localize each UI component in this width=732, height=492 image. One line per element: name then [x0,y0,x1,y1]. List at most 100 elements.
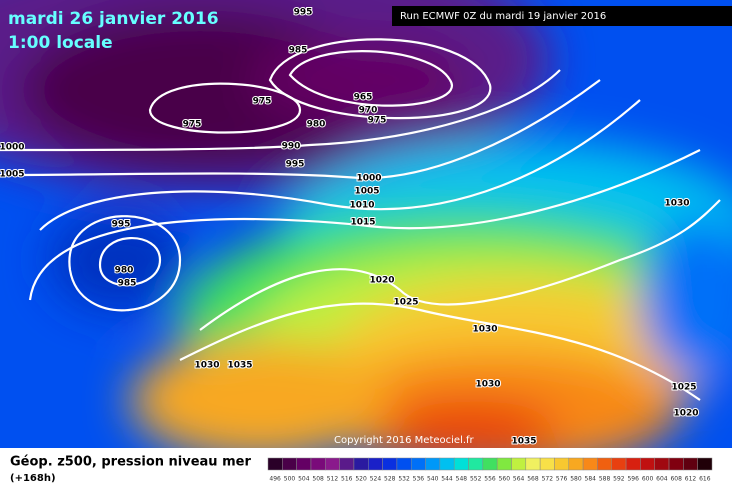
scale-label: 532 [398,476,410,483]
scale-swatch [482,457,498,471]
isobar-label: 1030 [664,199,689,209]
legend-subtitle: (+168h) [10,473,56,484]
isobar-label: 1005 [354,187,379,197]
scale-label: 572 [542,476,554,483]
scale-label: 500 [284,476,296,483]
isobar-label: 1005 [0,170,25,180]
scale-label: 556 [484,476,496,483]
scale-label: 580 [570,476,582,483]
isobar-label: 1020 [673,409,698,419]
isobar-label: 1030 [472,325,497,335]
scale-label: 564 [513,476,525,483]
isobar-label: 995 [112,220,131,230]
scale-swatch [697,457,713,471]
isobar-label: 980 [115,266,134,276]
scale-swatch [668,457,684,471]
scale-label: 588 [599,476,611,483]
scale-label: 568 [527,476,539,483]
copyright: Copyright 2016 Meteociel.fr [334,435,475,446]
run-text: Run ECMWF 0Z du mardi 19 janvier 2016 [400,11,606,22]
scale-swatch [439,457,455,471]
scale-label: 504 [298,476,310,483]
scale-swatch [310,457,326,471]
scale-swatch [468,457,484,471]
scale-swatch [582,457,598,471]
isobar-label: 995 [294,8,313,18]
isobar-label: 1000 [356,174,381,184]
isobar-label: 975 [368,116,387,126]
scale-label: 508 [312,476,324,483]
isobar-label: 990 [282,142,301,152]
scale-swatch [640,457,655,471]
scale-swatch [654,457,670,471]
scale-swatch [525,457,541,471]
scale-swatch [568,457,584,471]
scale-label: 600 [642,476,654,483]
scale-swatch [396,457,412,471]
scale-label: 496 [269,476,281,483]
scale-label: 516 [341,476,353,483]
isobar-label: 1000 [0,143,25,153]
scale-label: 548 [456,476,468,483]
time-text: 1:00 locale [8,33,113,53]
scale-label: 604 [656,476,668,483]
scale-label: 576 [556,476,568,483]
scale-swatch [382,457,398,471]
scale-swatch [368,457,383,471]
scale-label: 584 [585,476,597,483]
scale-label: 596 [627,476,639,483]
isobar-label: 985 [118,279,137,289]
scale-swatch [325,457,340,471]
scale-label: 524 [370,476,382,483]
isobar-label: 1015 [350,218,375,228]
scale-swatch [511,457,527,471]
scale-label: 612 [685,476,697,483]
scale-label: 552 [470,476,482,483]
scale-label: 536 [413,476,425,483]
scale-label: 560 [499,476,511,483]
scale-swatch [339,457,355,471]
isobars [0,38,721,401]
scale-label: 592 [613,476,625,483]
scale-swatch [453,457,469,471]
isobar-label: 1020 [369,276,394,286]
scale-swatch [282,457,297,471]
scale-swatch [410,457,426,471]
scale-label: 512 [327,476,339,483]
isobar-label: 1030 [194,361,219,371]
isobar-label: 1030 [475,380,500,390]
isobar-label: 965 [354,93,373,103]
scale-swatch [496,457,512,471]
scale-swatch [296,457,312,471]
geopotential-field [0,0,732,470]
isobar-label: 995 [286,160,305,170]
isobar-label: 975 [183,120,202,130]
scale-swatch [625,457,641,471]
scale-swatch [554,457,570,471]
scale-swatch [597,457,612,471]
isobar-label: 1010 [349,201,374,211]
isobar-label: 1025 [393,298,418,308]
isobar-label: 1035 [227,361,252,371]
scale-swatch [539,457,555,471]
scale-swatch [683,457,698,471]
scale-swatch [425,457,441,471]
date-text: mardi 26 janvier 2016 [8,9,219,29]
scale-label: 528 [384,476,396,483]
isobar-label: 1025 [671,383,696,393]
scale-swatch [611,457,627,471]
scale-label: 540 [427,476,439,483]
scale-swatch [267,457,283,471]
scale-label: 520 [355,476,367,483]
legend-title: Géop. z500, pression niveau mer [10,455,251,470]
scale-label: 544 [441,476,453,483]
isobar-label: 985 [289,46,308,56]
scale-label: 616 [699,476,711,483]
isobar-label: 1035 [511,437,536,447]
isobar-label: 975 [253,97,272,107]
isobar-label: 970 [359,106,378,116]
scale-label: 608 [670,476,682,483]
isobar-label: 980 [307,120,326,130]
scale-swatch [353,457,369,471]
